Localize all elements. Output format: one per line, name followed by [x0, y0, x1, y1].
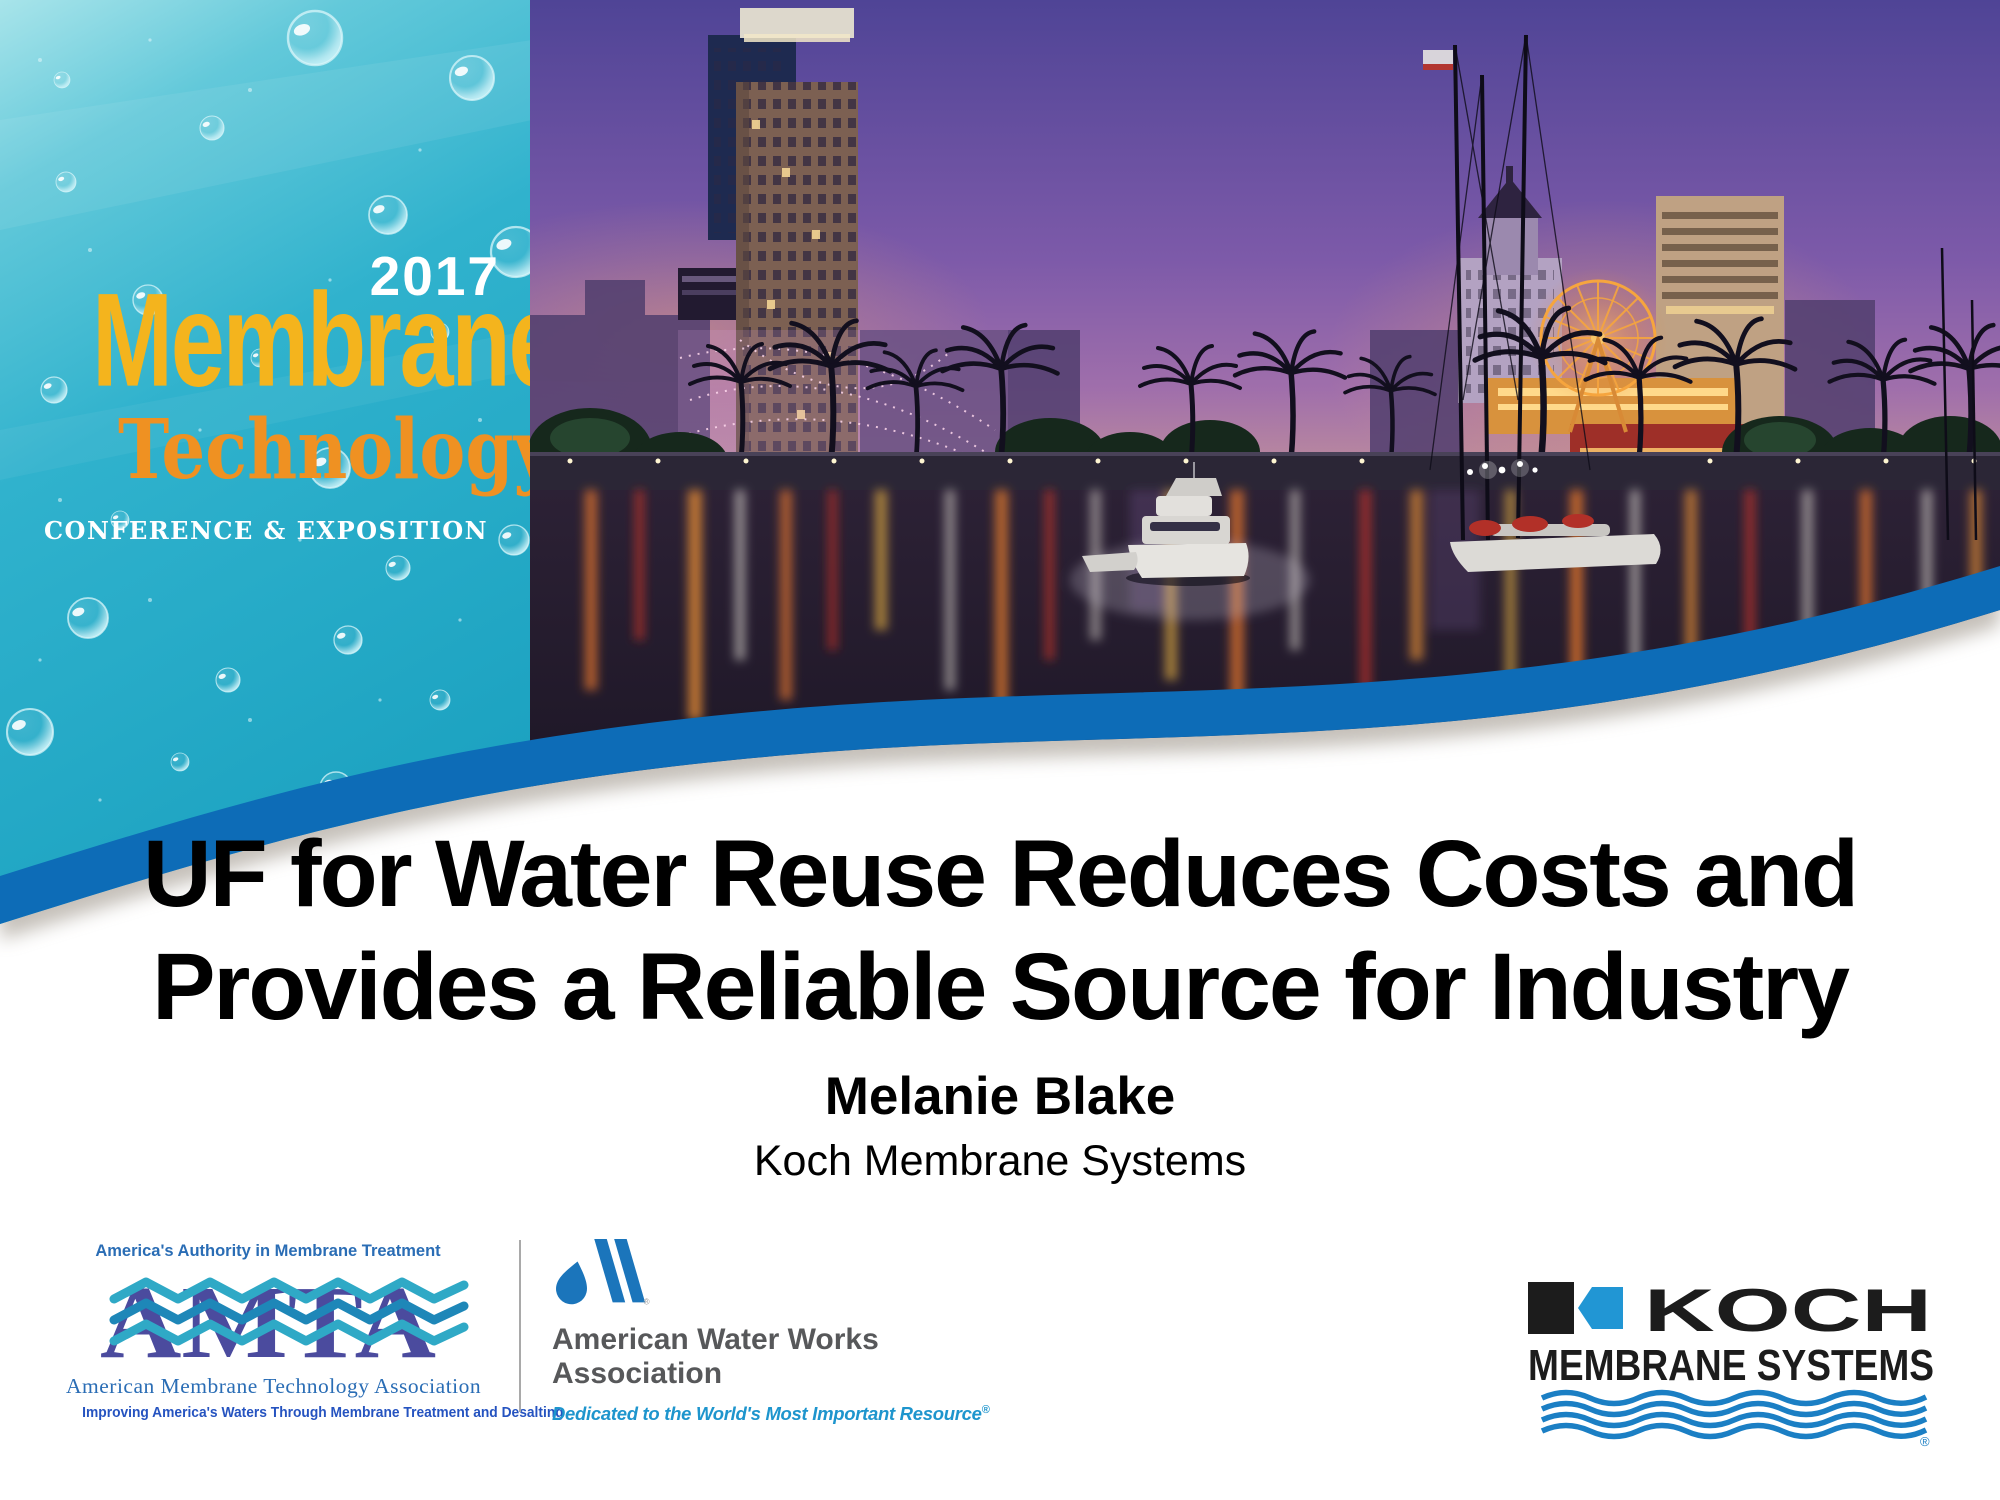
- koch-division: MEMBRANE SYSTEMS: [1528, 1341, 1934, 1390]
- awwa-drop-icon: ®: [556, 1238, 650, 1307]
- schooner: [1450, 514, 1661, 572]
- footer-divider: [519, 1240, 521, 1412]
- amta-logo: America's Authority in Membrane Treatmen…: [66, 1242, 564, 1421]
- awwa-name: American Water Works Association: [552, 1323, 879, 1390]
- flag: [1423, 50, 1453, 70]
- amta-tagline-bottom: Improving America's Waters Through Membr…: [82, 1404, 564, 1421]
- koch-name: KOCH: [1644, 1278, 1932, 1344]
- logo-technology: Technology: [118, 402, 554, 498]
- awwa-tagline: Dedicated to the World's Most Important …: [552, 1403, 990, 1424]
- koch-registered: ®: [1920, 1434, 1930, 1448]
- sailboat-masts: [1940, 247, 1978, 541]
- koch-logo-graphic: KOCH MEMBRANE SYSTEMS ®: [1528, 1277, 1934, 1449]
- awwa-logo: ® American Water Works Association Dedic…: [552, 1236, 992, 1425]
- title-block: UF for Water Reuse Reduces Costs and Pro…: [0, 818, 2000, 1186]
- promenade: [530, 452, 2000, 496]
- koch-mark-icon: [1528, 1282, 1623, 1334]
- amta-waves-icon: [109, 1277, 469, 1346]
- amta-tagline-top: America's Authority in Membrane Treatmen…: [95, 1242, 441, 1260]
- schooner-masts: [1429, 34, 1591, 541]
- page-title-line2: Provides a Reliable Source for Industry: [152, 934, 1850, 1040]
- amta-acronym-graphic: AMTA: [100, 1265, 469, 1380]
- koch-logo: KOCH MEMBRANE SYSTEMS ®: [1526, 1277, 1940, 1453]
- author-affiliation: Koch Membrane Systems: [753, 1137, 1247, 1185]
- skyscraper: [708, 8, 858, 482]
- koch-waves-icon: [1540, 1389, 1928, 1440]
- logo-membrane: Membrane: [92, 266, 563, 415]
- promenade-lights: [567, 458, 1977, 464]
- page-title-line1: UF for Water Reuse Reduces Costs and: [142, 821, 1859, 927]
- author-name: Melanie Blake: [824, 1067, 1176, 1126]
- logo-year: 2017: [369, 245, 500, 307]
- logo-conference-tagline: CONFERENCE & EXPOSITION: [43, 516, 489, 545]
- amta-full-name: American Membrane Technology Association: [66, 1374, 482, 1398]
- svg-text:®: ®: [644, 1298, 650, 1306]
- dock-lights: [1467, 459, 1538, 479]
